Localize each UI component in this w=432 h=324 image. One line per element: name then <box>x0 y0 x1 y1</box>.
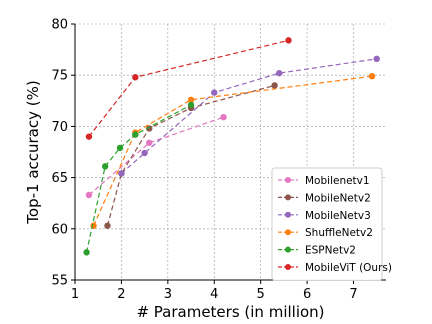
data-point <box>132 74 139 81</box>
data-point <box>271 82 278 89</box>
legend: Mobilenetv1 MobileNetv2 MobileNetv3 Shuffle… <box>271 167 392 281</box>
legend-marker <box>285 177 291 183</box>
y-tick-label: 75 <box>51 69 68 84</box>
series-line <box>86 104 192 253</box>
series-6 <box>85 37 292 140</box>
y-axis-label: Top-1 accuracy (%) <box>24 80 42 224</box>
x-tick-label: 7 <box>349 287 357 302</box>
data-point <box>285 37 292 44</box>
series-5 <box>83 101 195 256</box>
x-tick-label: 4 <box>210 287 218 302</box>
tick-labels: 1 2 3 4 5 6 7 55 60 65 70 75 80 <box>51 18 357 303</box>
x-tick-label: 6 <box>303 287 311 302</box>
legend-marker <box>285 264 291 270</box>
data-point <box>220 113 227 121</box>
x-tick-label: 2 <box>117 287 125 302</box>
legend-label: MobileViT (Ours) <box>305 262 392 274</box>
data-point <box>211 89 218 96</box>
data-point <box>132 131 139 138</box>
legend-item: ShuffleNetv2 <box>278 227 373 239</box>
legend-label: MobileNetv2 <box>305 192 371 204</box>
legend-marker <box>285 229 291 236</box>
legend-box <box>271 167 383 281</box>
data-point <box>373 55 380 63</box>
x-tick-label: 5 <box>257 287 265 302</box>
legend-item: Mobilenetv1 <box>278 175 370 187</box>
data-point <box>141 149 148 157</box>
series-1 <box>85 113 227 199</box>
x-tick-label: 1 <box>71 287 79 302</box>
data-point <box>85 133 93 140</box>
data-point <box>368 73 376 80</box>
data-point <box>146 125 153 132</box>
series-layer <box>83 37 380 256</box>
data-point <box>101 163 109 170</box>
series-line <box>121 58 377 174</box>
legend-marker <box>285 194 291 201</box>
y-tick-label: 65 <box>51 171 68 186</box>
legend-marker <box>285 211 291 218</box>
data-point <box>146 139 153 146</box>
legend-label: ESPNetv2 <box>305 245 356 257</box>
y-tick-label: 80 <box>51 18 68 33</box>
legend-item: ESPNetv2 <box>278 245 356 257</box>
y-tick-label: 70 <box>51 120 68 135</box>
legend-label: ShuffleNetv2 <box>305 227 373 239</box>
data-point <box>85 191 93 199</box>
legend-item: MobileViT (Ours) <box>278 262 392 274</box>
data-point <box>116 144 124 152</box>
x-axis-label: # Parameters (in million) <box>136 303 324 321</box>
data-point <box>83 249 90 256</box>
legend-item: MobileNetv2 <box>278 192 371 204</box>
series-3 <box>118 55 380 177</box>
series-line <box>93 75 373 226</box>
data-point <box>104 222 111 229</box>
legend-item: MobileNetv3 <box>278 210 371 222</box>
y-tick-label: 60 <box>51 222 68 237</box>
legend-label: Mobilenetv1 <box>305 175 370 187</box>
data-point <box>187 101 195 109</box>
data-point <box>187 96 195 103</box>
data-point <box>276 69 283 77</box>
series-line <box>88 39 289 138</box>
legend-marker <box>285 246 291 253</box>
y-tick-label: 55 <box>51 274 68 289</box>
legend-label: MobileNetv3 <box>305 210 371 222</box>
x-tick-label: 3 <box>164 287 172 302</box>
data-point <box>118 170 125 177</box>
series-line <box>88 116 224 196</box>
